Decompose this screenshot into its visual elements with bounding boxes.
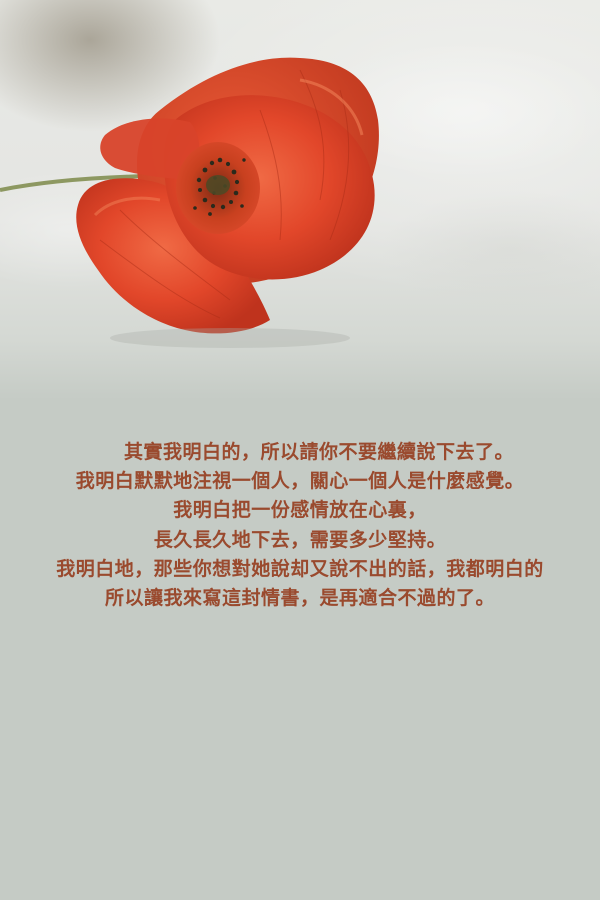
petal-highlight xyxy=(93,196,161,217)
poem-text: 其實我明白的，所以請你不要繼續說下去了。 我明白默默地注視一個人，關心一個人是什… xyxy=(0,438,600,613)
poem-line: 所以讓我來寫這封情書，是再適合不過的了。 xyxy=(104,587,495,610)
petal-left xyxy=(76,178,271,334)
petal-upper-left xyxy=(100,118,200,180)
fabric-shadow xyxy=(380,190,600,310)
poem-line: 長久長久地下去，需要多少堅持。 xyxy=(153,528,447,551)
poppy-flower-image xyxy=(0,57,379,348)
flower-shadow xyxy=(110,328,350,348)
petal-highlight xyxy=(299,78,364,136)
ovary xyxy=(206,175,230,195)
poem-line: 我明白地，那些你想對她說却又說不出的話，我都明白的 xyxy=(56,557,544,580)
petal-creases xyxy=(99,69,350,319)
poem-line: 其實我明白的，所以請你不要繼續說下去了。 xyxy=(123,441,514,463)
stem xyxy=(0,174,151,192)
background-photo xyxy=(0,0,600,400)
poem-line: 我明白默默地注視一個人，關心一個人是什麼感覺。 xyxy=(75,470,525,493)
poem-line: 我明白把一份感情放在心裏， xyxy=(173,499,427,522)
stamens xyxy=(193,157,246,216)
